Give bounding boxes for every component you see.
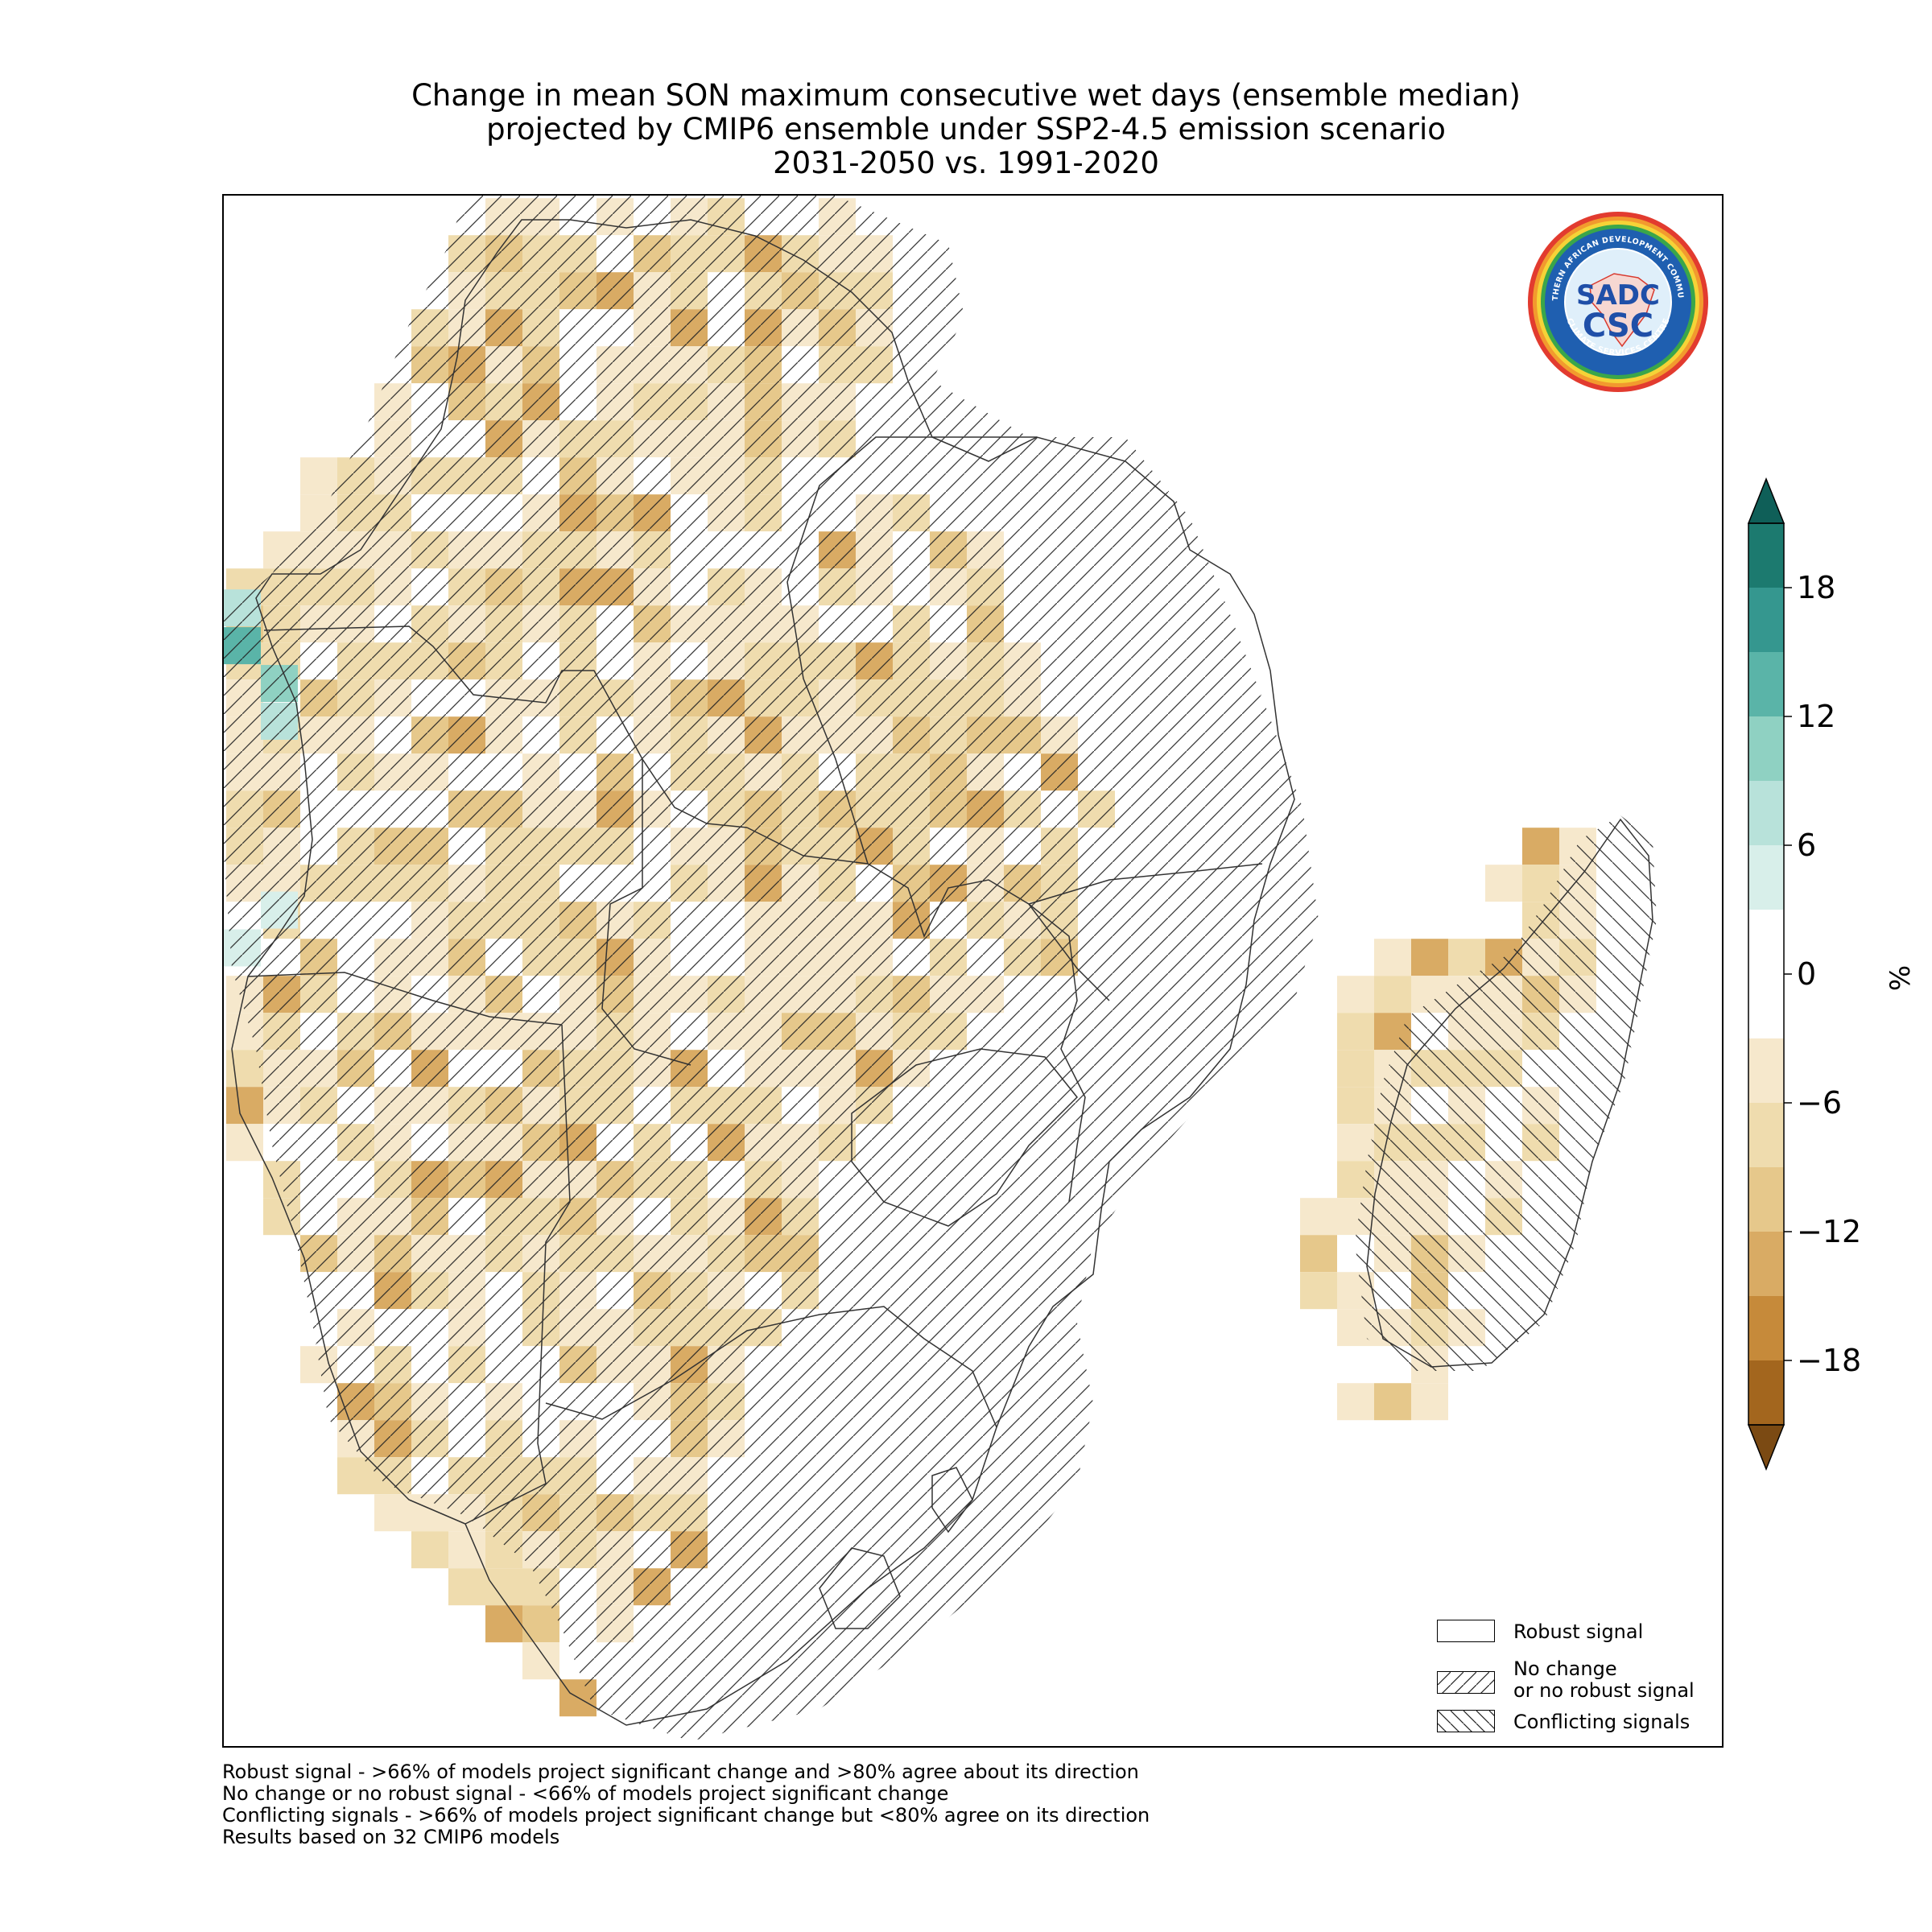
border-botswana-namibia: [464, 1024, 571, 1525]
footnote-conflicting: Conflicting signals - >66% of models pro…: [222, 1804, 1150, 1827]
sadc-csc-logo: SADC CSC SOUTHERN AFRICAN DEVELOPMENT CO…: [1525, 209, 1708, 392]
grid-cell: [1448, 902, 1485, 939]
grid-cell: [1374, 976, 1411, 1013]
grid-cell: [522, 1642, 559, 1680]
grid-cell: [1337, 1050, 1374, 1088]
colorbar-bin-12: [1748, 1360, 1784, 1425]
border-angola-north: [263, 625, 748, 828]
colorbar-tick-label--18: −18: [1797, 1343, 1860, 1378]
grid-cell: [1337, 1013, 1374, 1051]
colorbar-bin-5: [1748, 845, 1784, 910]
grid-cell: [448, 1531, 485, 1569]
legend-swatch-robust: [1437, 1620, 1495, 1642]
title-line-3: 2031-2050 vs. 1991-2020: [773, 146, 1159, 180]
grid-cell: [1411, 939, 1448, 976]
colorbar-bin-4: [1748, 781, 1784, 845]
colorbar-unit-label: %: [1885, 964, 1918, 992]
colorbar-tick-label-6: 6: [1797, 828, 1816, 863]
colorbar-bin-9: [1748, 1167, 1784, 1232]
grid-cell: [1337, 1346, 1374, 1384]
colorbar-bin-3: [1748, 716, 1784, 781]
colorbar-ticks: 18 12 6 0 −6 −12 −18: [1784, 570, 1860, 1378]
grid-cell: [1300, 1235, 1337, 1273]
grid-cell: [1522, 828, 1559, 865]
grid-cell: [1485, 902, 1522, 939]
legend-swatch-no-change: [1437, 1671, 1495, 1694]
border-eswatini: [931, 1467, 973, 1534]
grid-cell: [522, 1605, 559, 1643]
colorbar-under-arrow: [1747, 1424, 1785, 1472]
country-borders: [231, 219, 1653, 1726]
logo-text-bottom: CSC: [1583, 308, 1653, 345]
grid-cell: [411, 1531, 448, 1569]
legend-label-no-change-2: or no robust signal: [1513, 1679, 1695, 1702]
grid-cell: [1300, 1272, 1337, 1310]
border-south-africa: [545, 1306, 997, 1428]
coastline-mainland: [231, 219, 1295, 1726]
colorbar-tick-label-12: 12: [1797, 699, 1835, 734]
grid-cell: [485, 1605, 522, 1643]
grid-cell: [1337, 1087, 1374, 1125]
grid-cell: [1485, 865, 1522, 902]
border-tanzania-mozambique: [1028, 863, 1263, 905]
colorbar-bin-0: [1748, 523, 1784, 588]
colorbar-bin-1: [1748, 588, 1784, 652]
legend-label-conflicting: Conflicting signals: [1513, 1711, 1690, 1733]
border-drc-tanzania: [786, 436, 1037, 865]
colorbar-bin-6: [1748, 910, 1784, 1038]
footnote-models: Results based on 32 CMIP6 models: [222, 1826, 560, 1848]
colorbar-bin-7: [1748, 1038, 1784, 1103]
border-lesotho: [819, 1547, 901, 1629]
grid-cell: [300, 457, 337, 495]
hatch-legend: Robust signal No change or no robust sig…: [1437, 1616, 1711, 1737]
colorbar-tick-label--6: −6: [1797, 1085, 1842, 1121]
grid-cell: [1337, 976, 1374, 1013]
colorbar-bin-2: [1748, 652, 1784, 716]
legend-label-robust: Robust signal: [1513, 1620, 1644, 1643]
border-malawi: [1028, 903, 1086, 1203]
colorbar-bin-10: [1748, 1232, 1784, 1296]
grid-cell: [1448, 939, 1485, 976]
coastline-madagascar: [1366, 818, 1653, 1368]
grid-cell: [1337, 1383, 1374, 1421]
grid-cell: [1337, 1124, 1374, 1162]
colorbar-bin-11: [1748, 1296, 1784, 1360]
colorbar-tick-label-0: 0: [1797, 956, 1816, 992]
border-namibia-angola: [247, 972, 563, 1026]
border-zimbabwe: [851, 1048, 1079, 1227]
map-frame: [222, 194, 1724, 1748]
grid-cell: [485, 1568, 522, 1606]
title-line-2: projected by CMIP6 ensemble under SSP2-4…: [486, 112, 1446, 147]
colorbar-bins: [1747, 477, 1785, 1472]
colorbar-tick-label--12: −12: [1797, 1214, 1860, 1249]
colorbar-bin-8: [1748, 1103, 1784, 1167]
grid-cell: [1374, 939, 1411, 976]
footnote-robust: Robust signal - >66% of models project s…: [222, 1761, 1139, 1783]
grid-cell: [374, 1494, 411, 1532]
grid-cell: [226, 1087, 263, 1125]
grid-cell: [1374, 1383, 1411, 1421]
border-angola-zambia: [601, 759, 691, 1066]
colorbar-tick-label-18: 18: [1797, 570, 1835, 605]
border-zambia: [746, 827, 1110, 1001]
footnote-no-change: No change or no robust signal - <66% of …: [222, 1782, 949, 1805]
title-line-1: Change in mean SON maximum consecutive w…: [411, 78, 1521, 113]
logo-text-top: SADC: [1576, 279, 1660, 312]
grid-cell: [1411, 1383, 1448, 1421]
grid-cell: [448, 1568, 485, 1606]
legend-swatch-conflicting: [1437, 1710, 1495, 1732]
grid-cell: [1300, 1198, 1337, 1236]
legend-label-no-change: No change: [1513, 1657, 1617, 1680]
colorbar: 18 12 6 0 −6 −12 −18: [1747, 477, 1860, 1472]
africa-outline-icon: [1589, 273, 1655, 348]
map-canvas: [224, 196, 1657, 1741]
grid-cell: [226, 1124, 263, 1162]
colorbar-over-arrow: [1747, 477, 1785, 524]
